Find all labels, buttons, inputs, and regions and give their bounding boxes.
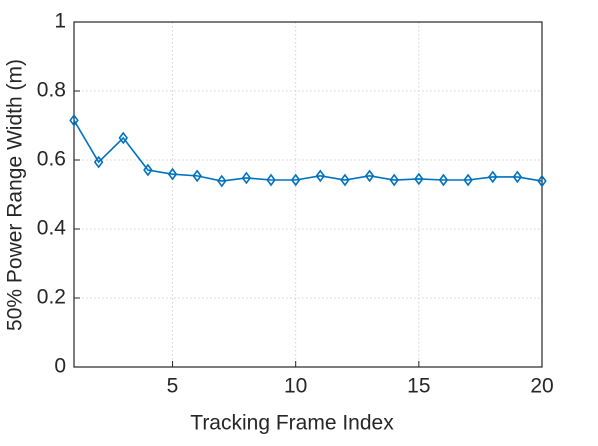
marker (364, 169, 375, 183)
marker (414, 172, 424, 186)
marker (290, 173, 301, 187)
y-tick-label: 0 (54, 355, 66, 378)
marker (340, 173, 350, 187)
x-tick-label: 5 (167, 375, 179, 398)
y-tick-label: 0.8 (37, 79, 66, 102)
x-tick-label: 10 (284, 375, 307, 398)
y-tick-label: 0.6 (37, 148, 66, 171)
marker (217, 174, 227, 188)
marker (167, 167, 178, 181)
y-axis-label: 50% Power Range Width (m) (4, 59, 27, 331)
x-tick-label: 15 (407, 375, 430, 398)
marker (266, 173, 276, 187)
marker (463, 173, 473, 187)
marker (389, 173, 399, 187)
series-line (73, 119, 543, 182)
marker (118, 131, 129, 145)
y-tick-label: 0.2 (37, 286, 66, 309)
marker (537, 174, 547, 188)
x-axis-label: Tracking Frame Index (190, 412, 394, 435)
marker (192, 169, 202, 183)
marker (315, 169, 326, 183)
marker (487, 170, 498, 184)
marker (512, 170, 523, 184)
marker (143, 163, 153, 177)
marker (241, 171, 252, 185)
y-tick-label: 0.4 (37, 217, 67, 240)
marker (93, 155, 104, 169)
x-tick-label: 20 (530, 375, 553, 398)
y-tick-label: 1 (54, 10, 66, 33)
marker (438, 173, 449, 187)
marker (69, 113, 79, 127)
axes-box (73, 21, 543, 368)
